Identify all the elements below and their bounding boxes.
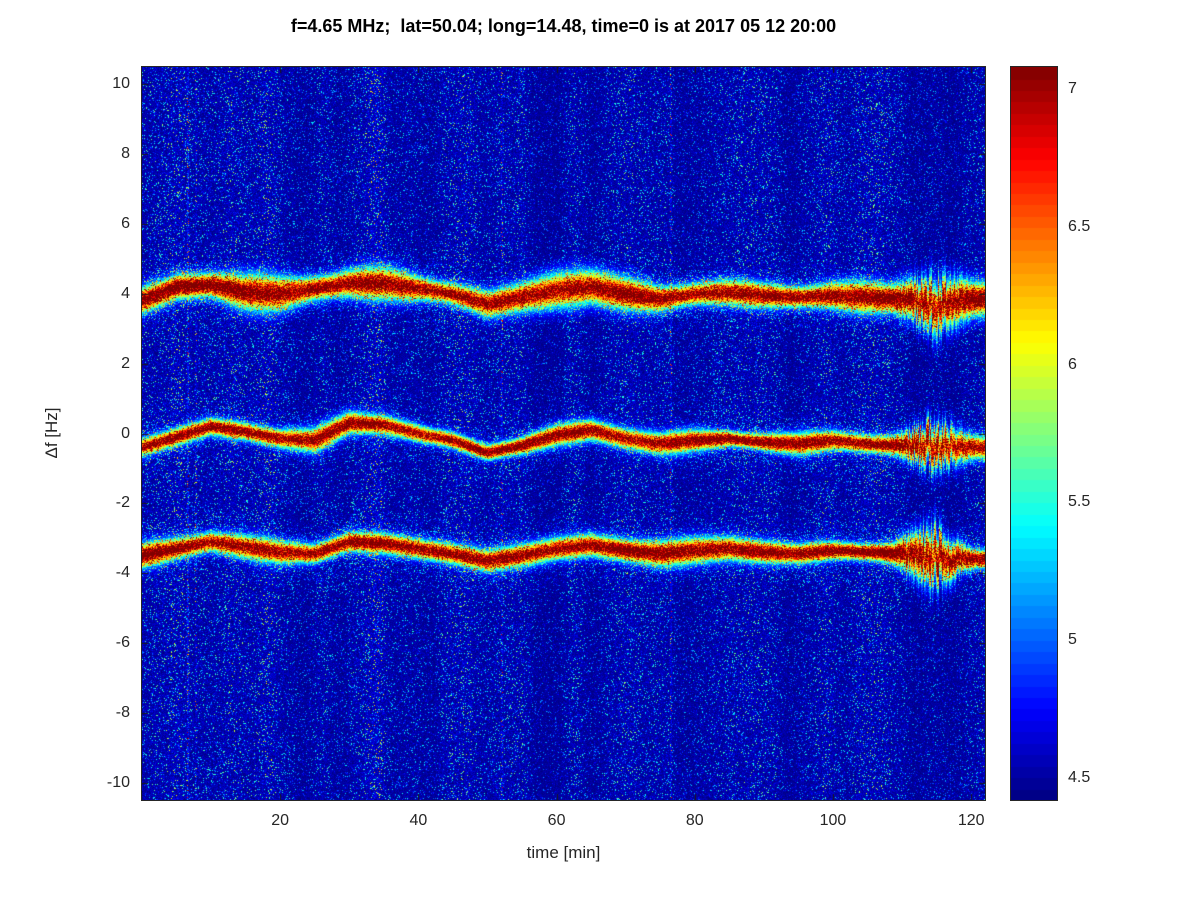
- colorbar-tick-label: 4.5: [1068, 768, 1091, 786]
- colorbar-tick-label: 5.5: [1068, 493, 1091, 511]
- x-tick-label: 20: [271, 812, 290, 829]
- heatmap-canvas: [142, 67, 985, 800]
- y-tick-label: -8: [115, 703, 130, 721]
- y-tick-label: 2: [121, 354, 130, 372]
- y-tick-label: 8: [121, 145, 130, 163]
- x-axis-label: time [min]: [526, 843, 601, 862]
- colorbar-tick-label: 6: [1068, 355, 1077, 373]
- y-tick-label: -4: [115, 564, 130, 582]
- y-tick-label: -6: [115, 633, 130, 651]
- colorbar-tick-label: 7: [1068, 80, 1077, 98]
- x-tick-label: 120: [957, 812, 985, 829]
- x-tick-label: 40: [409, 812, 428, 829]
- colorbar-tick-label: 6.5: [1068, 217, 1091, 235]
- y-tick-label: -10: [106, 773, 130, 791]
- x-tick-label: 60: [547, 812, 566, 829]
- x-tick-label: 80: [685, 812, 704, 829]
- y-tick-label: -2: [115, 494, 130, 512]
- colorbar-gradient-canvas: [1011, 67, 1057, 800]
- y-tick-label: 4: [121, 284, 130, 302]
- y-tick-label: 0: [121, 424, 130, 442]
- x-tick-label: 100: [819, 812, 847, 829]
- y-tick-label: 6: [121, 215, 130, 233]
- y-tick-label: 10: [112, 75, 130, 93]
- chart-title: f=4.65 MHz; lat=50.04; long=14.48, time=…: [290, 16, 837, 36]
- plot-area: [141, 66, 986, 801]
- colorbar-tick-label: 5: [1068, 631, 1077, 649]
- colorbar: [1010, 66, 1058, 801]
